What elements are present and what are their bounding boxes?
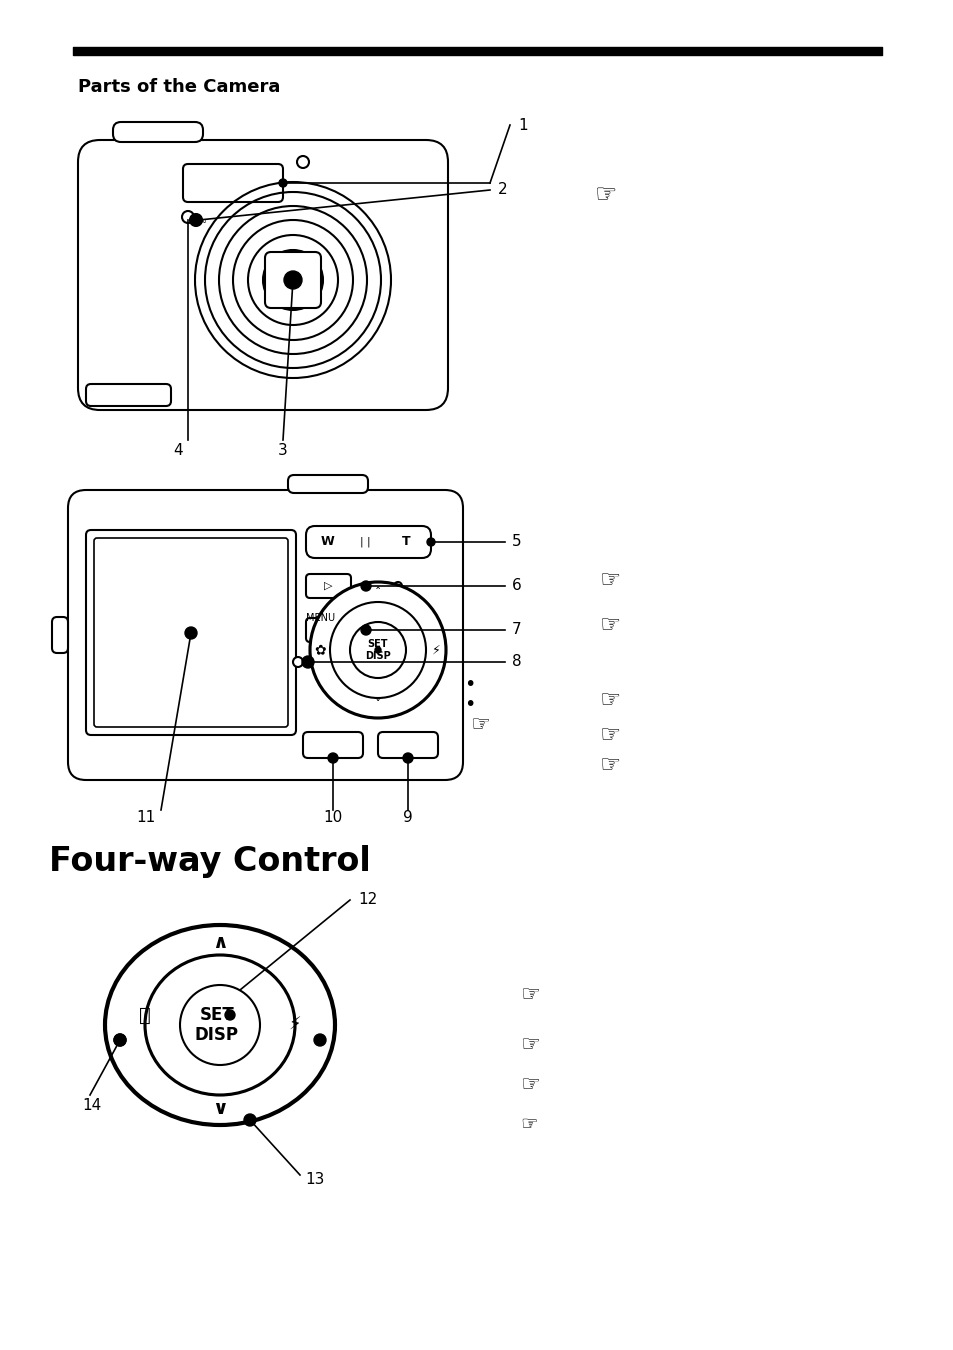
Circle shape — [113, 1034, 126, 1046]
Circle shape — [394, 626, 401, 634]
Text: ☞: ☞ — [519, 1115, 537, 1134]
Text: ∧: ∧ — [212, 933, 228, 952]
Circle shape — [195, 217, 202, 223]
Circle shape — [113, 1034, 126, 1046]
Text: ˇ: ˇ — [375, 699, 381, 713]
Text: 9: 9 — [403, 810, 413, 825]
Text: ☞: ☞ — [599, 568, 620, 593]
Text: |: | — [359, 537, 362, 547]
Circle shape — [328, 753, 337, 763]
FancyBboxPatch shape — [52, 617, 68, 653]
Text: •: • — [464, 695, 476, 714]
FancyBboxPatch shape — [265, 252, 320, 308]
FancyBboxPatch shape — [306, 618, 351, 643]
Circle shape — [375, 647, 380, 653]
Circle shape — [402, 753, 413, 763]
FancyBboxPatch shape — [94, 539, 288, 728]
Text: 6: 6 — [512, 579, 521, 594]
Text: SET: SET — [367, 639, 388, 649]
Text: ☞: ☞ — [470, 716, 490, 734]
Text: 4: 4 — [173, 443, 183, 458]
FancyBboxPatch shape — [183, 163, 283, 202]
Text: |: | — [366, 537, 370, 547]
FancyBboxPatch shape — [86, 531, 295, 734]
FancyBboxPatch shape — [68, 490, 462, 780]
Circle shape — [394, 582, 401, 590]
Circle shape — [225, 1010, 234, 1021]
Text: 7: 7 — [512, 622, 521, 637]
Text: 13: 13 — [305, 1173, 324, 1188]
Text: •: • — [464, 675, 476, 694]
Circle shape — [427, 539, 435, 545]
Circle shape — [182, 211, 193, 223]
Ellipse shape — [105, 925, 335, 1125]
Text: ☞: ☞ — [519, 1035, 539, 1054]
Text: DISP: DISP — [365, 651, 391, 661]
Text: ☞: ☞ — [599, 724, 620, 747]
Circle shape — [314, 1034, 326, 1046]
Circle shape — [310, 582, 446, 718]
Circle shape — [244, 1114, 255, 1126]
Text: T: T — [401, 536, 410, 548]
Text: SET: SET — [199, 1006, 234, 1025]
Circle shape — [302, 656, 314, 668]
Circle shape — [293, 657, 303, 667]
Text: ☞: ☞ — [519, 986, 539, 1004]
Circle shape — [330, 602, 426, 698]
Circle shape — [190, 215, 202, 225]
FancyBboxPatch shape — [306, 526, 431, 558]
Circle shape — [360, 625, 371, 634]
Text: 10: 10 — [323, 810, 342, 825]
Text: 5: 5 — [512, 535, 521, 549]
Text: ☞: ☞ — [599, 753, 620, 778]
Text: ☞: ☞ — [595, 184, 617, 207]
FancyBboxPatch shape — [112, 122, 203, 142]
Circle shape — [284, 271, 302, 289]
Text: W: W — [321, 536, 335, 548]
Text: ˆ: ˆ — [375, 587, 381, 601]
Ellipse shape — [145, 954, 294, 1095]
Text: 1: 1 — [517, 117, 527, 132]
Circle shape — [180, 986, 260, 1065]
FancyBboxPatch shape — [288, 475, 368, 493]
Text: ⚡: ⚡ — [431, 644, 440, 656]
Text: DISP: DISP — [194, 1026, 239, 1044]
Circle shape — [296, 157, 309, 167]
Text: MENU: MENU — [306, 613, 335, 622]
Circle shape — [185, 626, 196, 639]
Circle shape — [377, 626, 386, 634]
Text: ☞: ☞ — [519, 1075, 539, 1095]
FancyBboxPatch shape — [78, 140, 448, 410]
Text: ☞: ☞ — [599, 688, 620, 711]
FancyBboxPatch shape — [377, 732, 437, 757]
FancyBboxPatch shape — [86, 383, 171, 406]
Circle shape — [350, 622, 406, 678]
FancyBboxPatch shape — [306, 574, 351, 598]
Text: 2: 2 — [497, 182, 507, 197]
Text: 12: 12 — [357, 892, 376, 907]
Text: ☞: ☞ — [599, 613, 620, 637]
Circle shape — [377, 582, 386, 590]
Text: ✿: ✿ — [314, 643, 326, 657]
Text: 11: 11 — [136, 810, 155, 825]
Text: ▷: ▷ — [323, 580, 332, 591]
Circle shape — [360, 580, 371, 591]
Text: ⚡: ⚡ — [289, 1017, 301, 1034]
Text: 🌷: 🌷 — [139, 1006, 151, 1025]
Text: 8: 8 — [512, 655, 521, 670]
Text: 14: 14 — [82, 1098, 101, 1112]
Text: Parts of the Camera: Parts of the Camera — [78, 78, 280, 96]
Text: Four-way Control: Four-way Control — [49, 845, 371, 878]
Text: 3: 3 — [278, 443, 288, 458]
FancyBboxPatch shape — [303, 732, 363, 757]
Text: ∨: ∨ — [212, 1099, 228, 1118]
Text: ∞: ∞ — [199, 216, 207, 225]
Circle shape — [278, 180, 287, 188]
